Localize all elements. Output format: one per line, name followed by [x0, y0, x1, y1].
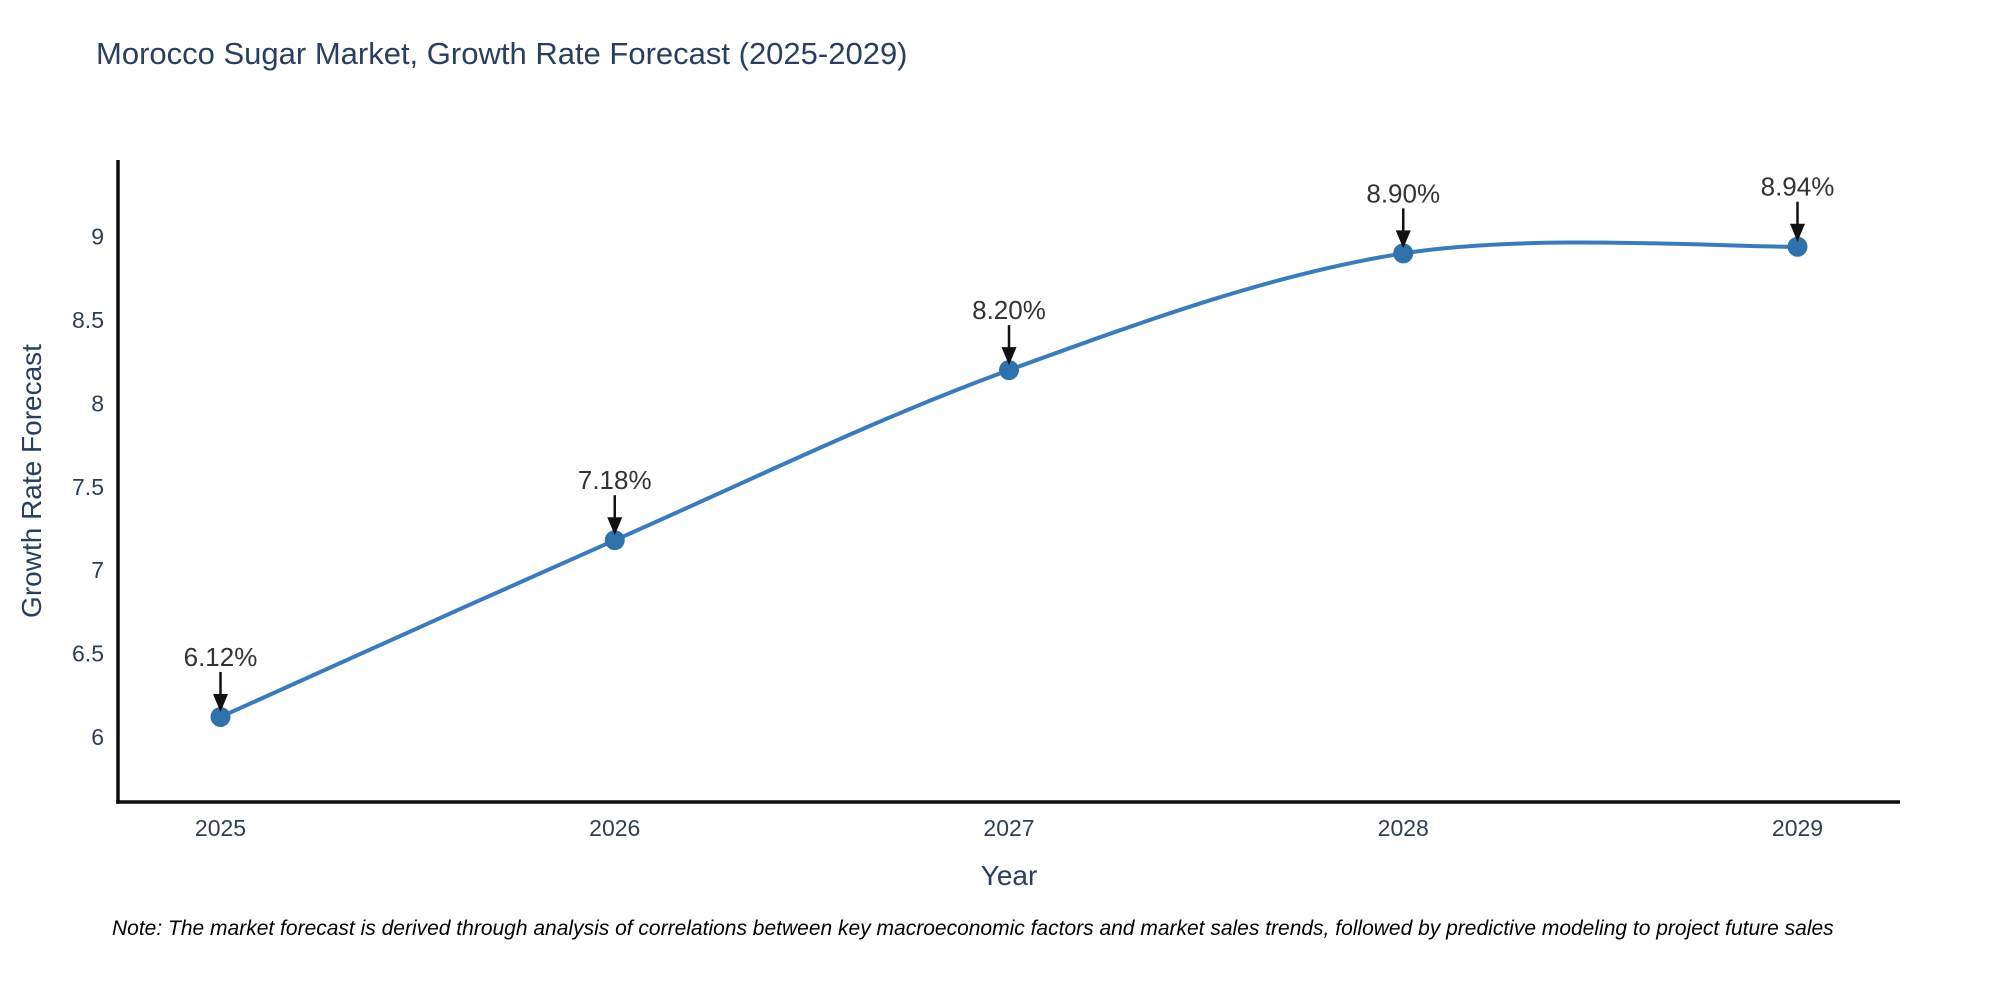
y-tick-label: 8 [91, 390, 104, 416]
y-tick-label: 6 [91, 724, 104, 750]
annotation-2028: 8.90% [1366, 178, 1440, 249]
footnote: Note: The market forecast is derived thr… [112, 917, 1834, 940]
annotation-label: 8.20% [972, 295, 1046, 325]
y-tick-label: 8.5 [72, 307, 104, 333]
y-axis-ticks: 6 6.5 7 7.5 8 8.5 9 [72, 224, 104, 750]
annotation-label: 6.12% [184, 642, 258, 672]
annotation-arrowhead [1395, 230, 1411, 249]
annotation-2026: 7.18% [578, 465, 652, 536]
annotation-arrowhead [607, 517, 623, 536]
annotation-label: 7.18% [578, 465, 652, 495]
x-tick-label: 2028 [1378, 815, 1429, 841]
data-point-2028[interactable] [1393, 243, 1414, 264]
annotation-label: 8.94% [1761, 172, 1835, 202]
data-point-2025[interactable] [210, 706, 231, 727]
chart-title: Morocco Sugar Market, Growth Rate Foreca… [96, 36, 908, 71]
annotation-2027: 8.20% [972, 295, 1046, 366]
y-axis-title: Growth Rate Forecast [16, 344, 47, 618]
data-point-2026[interactable] [604, 530, 625, 551]
x-tick-label: 2029 [1772, 815, 1823, 841]
y-tick-label: 7.5 [72, 474, 104, 500]
annotation-label: 8.90% [1366, 178, 1440, 208]
annotation-arrowhead [1001, 347, 1017, 366]
annotation-2025: 6.12% [184, 642, 258, 712]
y-tick-label: 7 [91, 557, 104, 583]
x-tick-label: 2027 [983, 815, 1034, 841]
axes [116, 160, 1900, 804]
annotation-arrowhead [1789, 223, 1805, 242]
data-point-2027[interactable] [999, 360, 1019, 381]
data-point-2029[interactable] [1787, 236, 1808, 257]
x-tick-label: 2025 [195, 815, 246, 841]
annotation-arrowhead [213, 693, 229, 712]
x-axis-title: Year [980, 860, 1038, 891]
annotation-2029: 8.94% [1761, 172, 1835, 242]
x-axis-ticks: 2025 2026 2027 2028 2029 [195, 815, 1823, 841]
y-tick-label: 6.5 [72, 641, 104, 667]
x-tick-label: 2026 [589, 815, 640, 841]
y-tick-label: 9 [91, 224, 104, 250]
